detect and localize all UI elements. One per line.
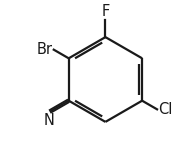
Text: Br: Br	[37, 42, 53, 57]
Text: F: F	[101, 4, 110, 19]
Text: Cl: Cl	[158, 102, 172, 117]
Text: N: N	[44, 113, 55, 128]
